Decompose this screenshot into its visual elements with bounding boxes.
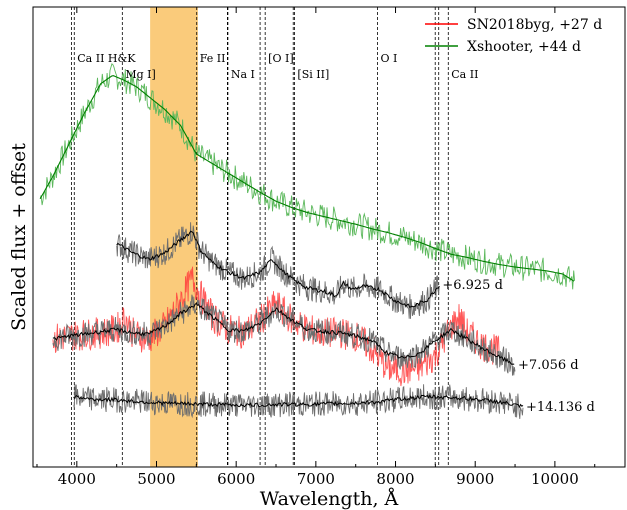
line-id-label: Fe II xyxy=(200,52,226,65)
x-tick-label: 5000 xyxy=(137,470,175,488)
series-line-noisy xyxy=(116,222,440,319)
series-3 xyxy=(52,294,516,376)
plot-frame xyxy=(32,6,626,468)
x-tick-label: 4000 xyxy=(58,470,96,488)
x-tick-label: 8000 xyxy=(376,470,414,488)
x-tick-label: 7000 xyxy=(297,470,335,488)
line-id-label: [Si II] xyxy=(297,68,329,81)
series-line-smooth xyxy=(73,394,524,409)
legend: SN2018byg, +27 d Xshooter, +44 d xyxy=(425,17,602,55)
x-axis-title: Wavelength, Å xyxy=(260,488,399,510)
series-2 xyxy=(52,266,500,387)
phase-label: +6.925 d xyxy=(442,278,503,293)
line-id-label: Ca II xyxy=(451,68,478,81)
line-id-label: Ca II H&K xyxy=(77,52,136,65)
line-id-label: O I xyxy=(381,52,398,65)
line-id-label: Na I xyxy=(231,68,255,81)
series-line-noisy xyxy=(73,384,524,419)
series-line-noisy xyxy=(39,63,576,290)
legend-label: SN2018byg, +27 d xyxy=(467,17,602,33)
phase-label: +14.136 d xyxy=(526,400,595,415)
x-tick-label: 6000 xyxy=(217,470,255,488)
series-line-smooth xyxy=(52,302,515,365)
series-1 xyxy=(116,222,440,319)
series-0 xyxy=(39,63,576,290)
legend-label: Xshooter, +44 d xyxy=(467,39,581,55)
phase-label: +7.056 d xyxy=(518,358,579,373)
x-tick-label: 9000 xyxy=(456,470,494,488)
y-axis-title: Scaled flux + offset xyxy=(8,143,30,331)
line-id-label: Mg I] xyxy=(125,68,155,81)
x-tick-label: 10000 xyxy=(531,470,579,488)
series-line-noisy xyxy=(52,266,500,387)
line-id-label: [O I] xyxy=(268,52,293,65)
series-line-smooth xyxy=(39,75,575,282)
series-line-smooth xyxy=(116,230,440,308)
series-line-noisy xyxy=(52,294,516,376)
series-4 xyxy=(73,384,524,419)
